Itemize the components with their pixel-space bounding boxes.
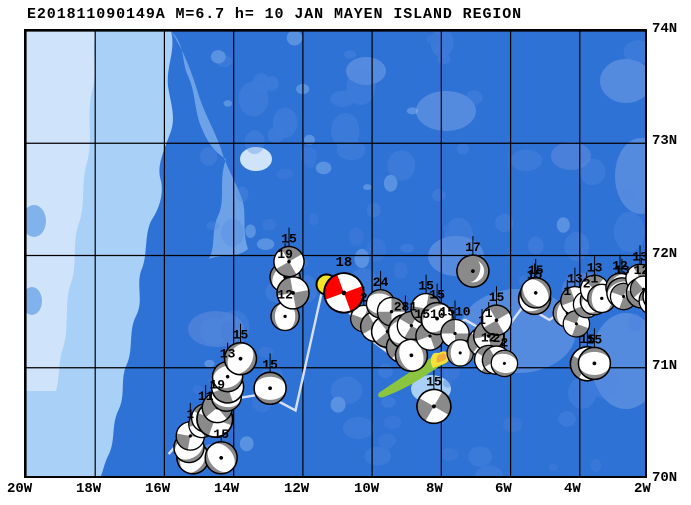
- svg-text:13: 13: [614, 263, 630, 278]
- svg-text:18: 18: [335, 255, 352, 271]
- svg-text:15: 15: [262, 357, 278, 372]
- svg-text:2: 2: [360, 291, 368, 306]
- svg-text:13: 13: [220, 347, 236, 362]
- svg-text:2: 2: [500, 335, 508, 350]
- svg-text:1: 1: [485, 306, 493, 321]
- svg-text:1: 1: [186, 407, 194, 422]
- svg-text:15: 15: [233, 328, 249, 343]
- svg-text:19: 19: [277, 247, 293, 262]
- svg-text:12: 12: [277, 287, 293, 302]
- svg-text:15: 15: [489, 290, 505, 305]
- svg-text:2: 2: [493, 331, 501, 346]
- svg-text:13: 13: [567, 272, 583, 287]
- svg-text:15: 15: [281, 232, 297, 247]
- svg-text:13: 13: [645, 272, 647, 287]
- svg-text:15: 15: [587, 332, 603, 347]
- svg-text:15: 15: [429, 288, 445, 303]
- svg-text:1510: 1510: [439, 305, 470, 320]
- svg-text:15: 15: [528, 263, 544, 278]
- svg-text:17: 17: [465, 240, 481, 255]
- svg-text:2: 2: [583, 277, 591, 292]
- svg-text:15: 15: [426, 374, 442, 389]
- svg-text:24: 24: [373, 275, 389, 290]
- svg-text:15: 15: [213, 427, 229, 442]
- svg-text:13: 13: [587, 260, 603, 275]
- svg-text:19: 19: [209, 378, 225, 393]
